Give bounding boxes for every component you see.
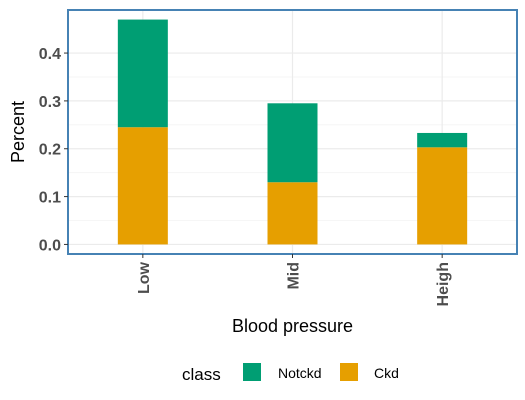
bar-notckd-heigh bbox=[417, 132, 468, 148]
bar-notckd-low bbox=[117, 19, 168, 128]
legend-key-ckd bbox=[340, 363, 358, 381]
x-tick-label: Mid bbox=[286, 262, 303, 290]
bar-ckd-mid bbox=[267, 182, 318, 245]
x-tick-label: Heigh bbox=[435, 262, 452, 306]
y-tick-label: 0.4 bbox=[39, 46, 61, 63]
y-tick-label: 0.1 bbox=[39, 190, 61, 207]
y-axis: 0.0 0.1 0.2 0.3 0.4 bbox=[39, 46, 68, 254]
x-tick-label: Low bbox=[136, 261, 153, 294]
y-tick-label: 0.2 bbox=[39, 142, 61, 159]
legend-label-ckd: Ckd bbox=[374, 365, 399, 381]
legend-key-notckd bbox=[243, 363, 261, 381]
bar-ckd-low bbox=[117, 127, 168, 245]
y-axis-title: Percent bbox=[8, 101, 28, 163]
x-axis: Low Mid Heigh bbox=[136, 254, 452, 306]
bar-ckd-heigh bbox=[417, 147, 468, 245]
legend-label-notckd: Notckd bbox=[278, 365, 322, 381]
legend-title: class bbox=[182, 365, 221, 384]
bar-notckd-mid bbox=[267, 103, 318, 183]
bars bbox=[117, 19, 468, 245]
legend: class Notckd Ckd bbox=[182, 363, 399, 384]
y-tick-label: 0.3 bbox=[39, 94, 61, 111]
y-tick-label: 0.0 bbox=[39, 237, 61, 254]
x-axis-title: Blood pressure bbox=[232, 316, 353, 336]
